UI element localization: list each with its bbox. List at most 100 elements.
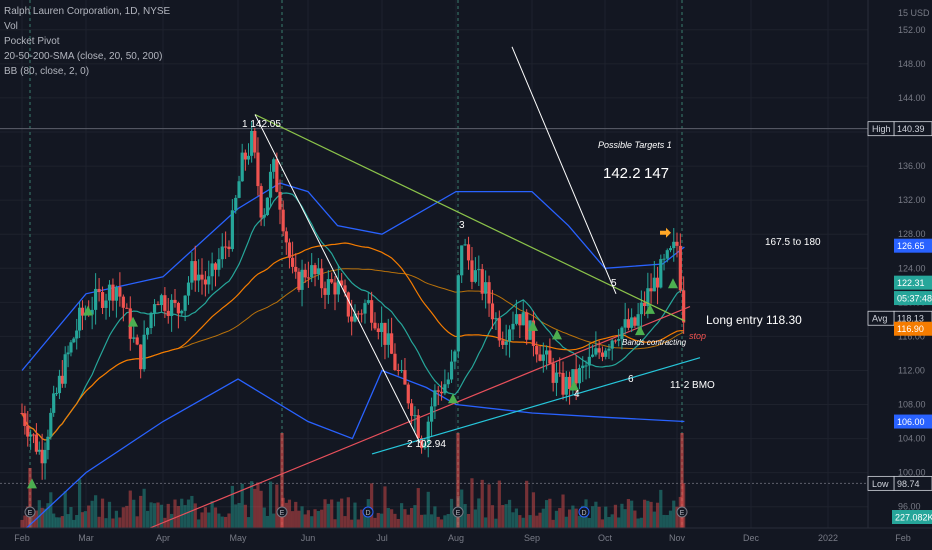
candle-body [46, 436, 50, 450]
volume-bar [626, 499, 630, 528]
candle-body [230, 210, 234, 250]
volume-bar [163, 517, 167, 528]
candle-body [504, 341, 508, 345]
candle-body [326, 279, 330, 295]
volume-bar [433, 506, 437, 528]
legend: Ralph Lauren Corporation, 1D, NYSE Vol P… [4, 4, 170, 79]
candle-body [564, 376, 568, 395]
volume-bar [320, 509, 324, 528]
event-icon-letter: E [28, 510, 33, 517]
price-axis [868, 0, 932, 550]
legend-bb[interactable]: BB (80, close, 2, 0) [4, 66, 90, 77]
volume-bar [46, 503, 50, 528]
x-tick-label: Aug [448, 533, 464, 543]
candle-body [200, 274, 204, 280]
legend-vol[interactable]: Vol [4, 21, 18, 32]
candle-body [494, 318, 498, 320]
candle-body [146, 328, 150, 335]
candle-body [682, 290, 686, 323]
candle-body [287, 242, 292, 258]
candle-body [320, 268, 324, 289]
volume-bar [336, 501, 340, 528]
pocket-pivot-marker [668, 278, 678, 289]
volume-bar [610, 514, 614, 528]
time-axis [0, 528, 932, 550]
volume-bar [313, 509, 317, 528]
pocket-pivot-marker [552, 329, 562, 340]
candle-body [90, 309, 94, 315]
volume-bar [360, 509, 364, 528]
volume-bar [297, 510, 301, 528]
x-tick-label: Mar [78, 533, 94, 543]
candle-body [610, 340, 614, 349]
x-tick-label: Feb [14, 533, 30, 543]
candle-body [597, 348, 601, 353]
volume-bar [72, 519, 76, 528]
candle-body [416, 415, 420, 439]
volume-bar [473, 509, 477, 528]
candle-body [600, 352, 605, 357]
candle-body [310, 265, 314, 278]
volume-bar [470, 478, 474, 528]
volume-bar [617, 517, 621, 528]
pocket-pivot-marker [569, 380, 579, 391]
candle-body [152, 304, 157, 313]
chart-annotation: 3 [459, 220, 465, 231]
volume-bar [139, 495, 143, 528]
arrow-icon [660, 227, 671, 238]
candle-body [613, 340, 618, 342]
volume-bar [43, 508, 47, 528]
volume-bar [210, 501, 214, 528]
legend-pocket-pivot[interactable]: Pocket Pivot [4, 36, 60, 47]
volume-bar [561, 494, 565, 528]
volume-bar [373, 517, 377, 528]
candle-body [54, 393, 59, 395]
volume-bar [253, 488, 257, 528]
candle-body [636, 314, 640, 326]
volume-bar [655, 502, 660, 528]
volume-bar [268, 481, 273, 528]
price-label-box [894, 321, 932, 336]
candle-body [217, 259, 221, 270]
volume-bar [310, 516, 314, 528]
candle-body [521, 312, 525, 326]
volume-bar [118, 517, 122, 528]
candle-body [306, 277, 310, 279]
volume-bar [31, 513, 36, 528]
earnings-icon [452, 506, 464, 518]
candle-body [250, 130, 254, 156]
volume-bar [333, 519, 337, 528]
candle-body [594, 348, 598, 355]
price-label-box [894, 238, 932, 253]
volume-bar [350, 519, 354, 528]
candle-body [463, 244, 467, 246]
candle-body [118, 287, 122, 297]
y-tick-label: 100.00 [898, 468, 926, 478]
event-icon-letter: D [581, 510, 586, 517]
chart-annotation: 147 [644, 165, 669, 182]
pocket-pivot-marker [528, 320, 538, 331]
volume-bar [152, 503, 157, 528]
volume-bar [594, 501, 598, 528]
volume-bar [49, 492, 53, 528]
candle-body [142, 334, 146, 370]
volume-bar [494, 518, 498, 528]
volume-bar [183, 505, 187, 528]
volume-bar [652, 511, 656, 528]
volume-bar [443, 515, 447, 528]
volume-bar [511, 512, 515, 528]
price-label-name-box [867, 475, 895, 491]
candle-body [63, 354, 67, 384]
volume-bar [100, 498, 105, 528]
candle-body [197, 274, 201, 281]
candle-body [159, 295, 164, 306]
legend-sma[interactable]: 20-50-200-SMA (close, 20, 50, 200) [4, 51, 163, 62]
volume-bar [60, 516, 64, 528]
candle-body [406, 384, 410, 404]
candle-body [590, 354, 595, 357]
candle-body [538, 354, 542, 361]
candle-body [652, 277, 656, 292]
pocket-pivot-marker [27, 478, 37, 489]
moving-averages [21, 192, 691, 529]
